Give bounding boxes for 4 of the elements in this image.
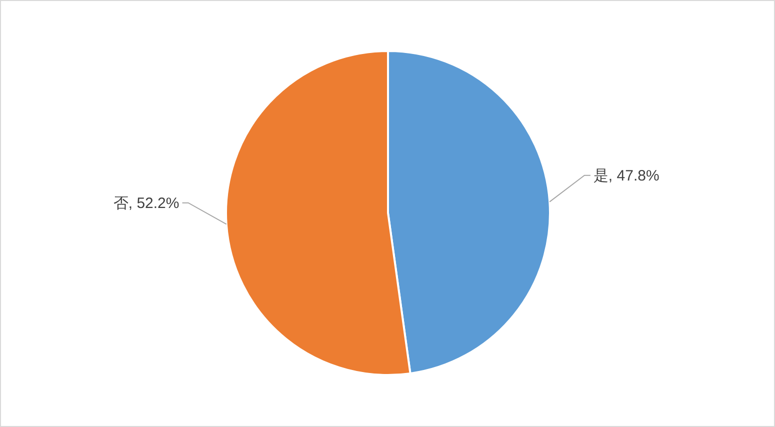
slice-label: 是 [593,167,608,184]
data-label: , 52.2% [128,194,180,212]
data-label: , 47.8% [608,167,660,184]
slice-label: 否 [113,194,128,212]
